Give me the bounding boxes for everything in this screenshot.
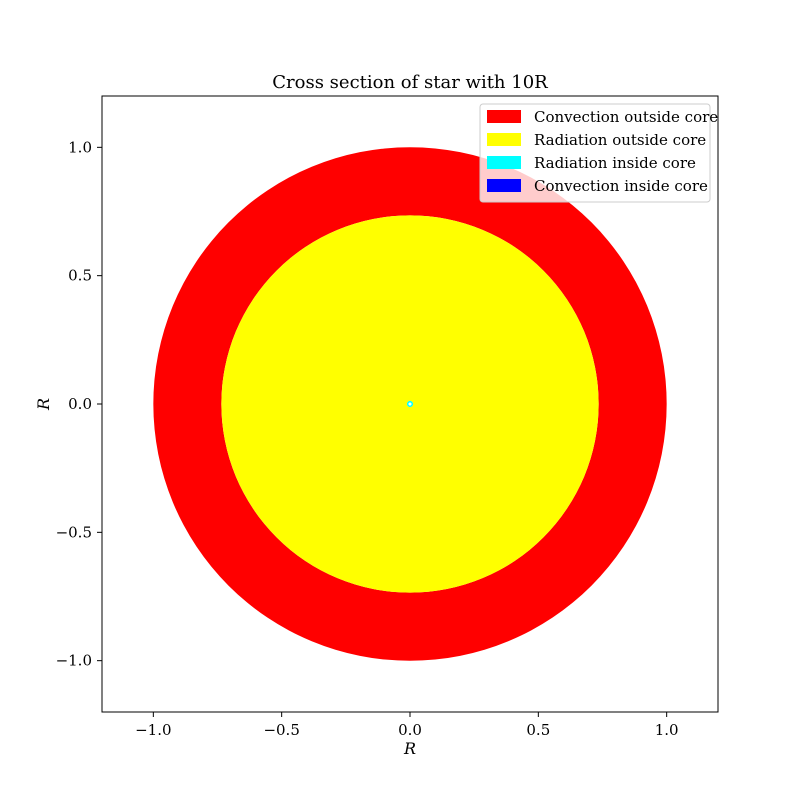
legend-frame [479, 103, 711, 203]
legend-label: Radiation inside core [534, 154, 696, 172]
y-tick-label: 0.5 [68, 267, 92, 285]
y-axis-label: R [34, 398, 53, 411]
x-tick-label: 0.0 [398, 721, 422, 739]
chart-title: Cross section of star with 10R [272, 72, 548, 93]
y-tick-label: −0.5 [56, 523, 92, 541]
ring-1 [153, 147, 667, 661]
x-tick-label: −1.0 [135, 721, 171, 739]
legend-label: Radiation outside core [534, 131, 706, 149]
y-tick-label: −1.0 [56, 652, 92, 670]
legend-swatch [487, 156, 521, 169]
legend-swatch [487, 133, 521, 146]
legend-label: Convection inside core [534, 177, 708, 195]
legend-swatch [487, 110, 521, 123]
x-tick-label: 0.5 [526, 721, 550, 739]
ring-3 [406, 400, 414, 408]
legend: Convection outside core Radiation outside… [479, 103, 718, 203]
legend-swatch [487, 179, 521, 192]
y-tick-label: 0.0 [68, 395, 92, 413]
x-tick-label: −0.5 [263, 721, 299, 739]
x-tick-label: 1.0 [655, 721, 679, 739]
x-axis: −1.0 −0.5 0.0 0.5 1.0 [135, 712, 679, 739]
x-axis-label: R [403, 739, 416, 758]
star-rings [153, 147, 667, 661]
y-tick-label: 1.0 [68, 138, 92, 156]
ring-2 [221, 215, 599, 593]
y-axis: −1.0 −0.5 0.0 0.5 1.0 [56, 138, 102, 670]
legend-label: Convection outside core [534, 108, 718, 126]
